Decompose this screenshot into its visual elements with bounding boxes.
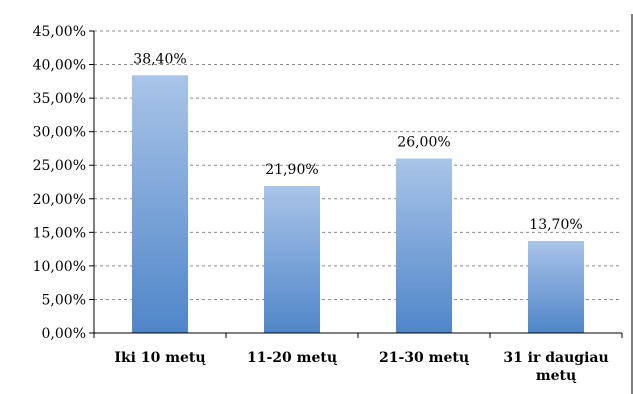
- y-tick-label: 35,00%: [33, 91, 86, 107]
- bar: [132, 75, 188, 333]
- data-label: 26,00%: [397, 135, 450, 151]
- bar: [528, 241, 584, 333]
- y-tick-label: 20,00%: [33, 192, 86, 208]
- y-tick-label: 45,00%: [33, 24, 86, 40]
- bar: [264, 186, 320, 333]
- y-tick-label: 10,00%: [33, 259, 86, 275]
- category-label: Iki 10 metų: [114, 350, 206, 366]
- category-label: 11-20 metų: [247, 350, 338, 366]
- data-label: 38,40%: [133, 51, 186, 67]
- y-tick-label: 0,00%: [42, 326, 86, 342]
- data-label: 21,90%: [265, 162, 318, 178]
- y-tick-label: 15,00%: [33, 225, 86, 241]
- y-tick-label: 25,00%: [33, 158, 86, 174]
- y-tick-label: 40,00%: [33, 58, 86, 74]
- bar: [396, 158, 452, 333]
- y-tick-label: 30,00%: [33, 125, 86, 141]
- data-label: 13,70%: [529, 217, 582, 233]
- y-tick-label: 5,00%: [42, 292, 86, 308]
- category-label: 21-30 metų: [379, 350, 470, 366]
- category-label: 31 ir daugiau metų: [503, 350, 608, 384]
